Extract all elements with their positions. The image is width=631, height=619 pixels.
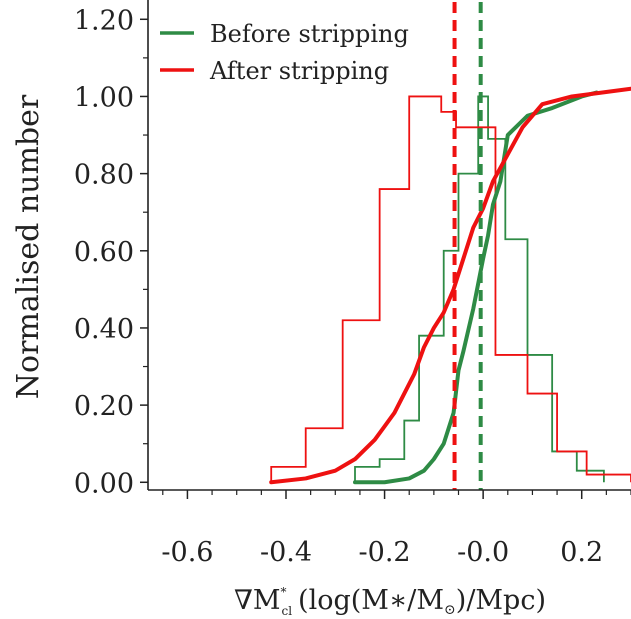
y-tick-label: 1.00 [74, 82, 134, 113]
plot-area [269, 2, 631, 490]
histogram-layer [270, 95, 631, 483]
x-tick-label: -0.6 [161, 537, 213, 568]
x-axis-label: ∇M* cl (log(M∗/M⊙)/Mpc) [234, 585, 546, 618]
cdf-line-after [269, 86, 631, 485]
y-tick-label: 0.40 [74, 314, 134, 345]
axes [147, 0, 631, 491]
y-tick-label: 0.00 [74, 468, 134, 499]
x-axis-label-nabla: ∇M [234, 585, 281, 616]
y-axis-label: Normalised number [11, 94, 46, 399]
median-layer [452, 2, 483, 490]
legend: Before stripping After stripping [160, 20, 409, 85]
cdf-line-before [353, 90, 599, 485]
x-tick-label: -0.0 [457, 537, 509, 568]
x-axis-label-sun: ⊙ [444, 602, 456, 618]
y-tick-label: 0.60 [74, 237, 134, 268]
x-ticks: -0.6 -0.4 -0.2 -0.0 0.2 [161, 490, 631, 568]
histogram-before [354, 95, 605, 483]
x-tick-label: -0.4 [260, 537, 312, 568]
x-axis-label-slash: /M [407, 585, 444, 616]
y-ticks: 0.00 0.20 0.40 0.60 0.80 1.00 1.20 [74, 5, 148, 499]
y-tick-label: 0.20 [74, 391, 134, 422]
x-axis-label-sup: * [280, 585, 286, 599]
x-axis-label-sub: cl [281, 604, 292, 618]
x-axis-label-end: )/Mpc) [456, 585, 546, 616]
cdf-layer [269, 86, 631, 485]
legend-label-after: After stripping [209, 57, 389, 85]
y-tick-label: 0.80 [74, 160, 134, 191]
x-tick-label: 0.2 [560, 537, 603, 568]
legend-label-before: Before stripping [210, 20, 409, 48]
histogram-after [270, 95, 631, 483]
x-axis-label-star: ∗ [389, 585, 407, 616]
y-tick-label: 1.20 [74, 5, 134, 36]
x-axis-label-rest: (log(M [298, 585, 389, 616]
x-tick-label: -0.2 [359, 537, 411, 568]
